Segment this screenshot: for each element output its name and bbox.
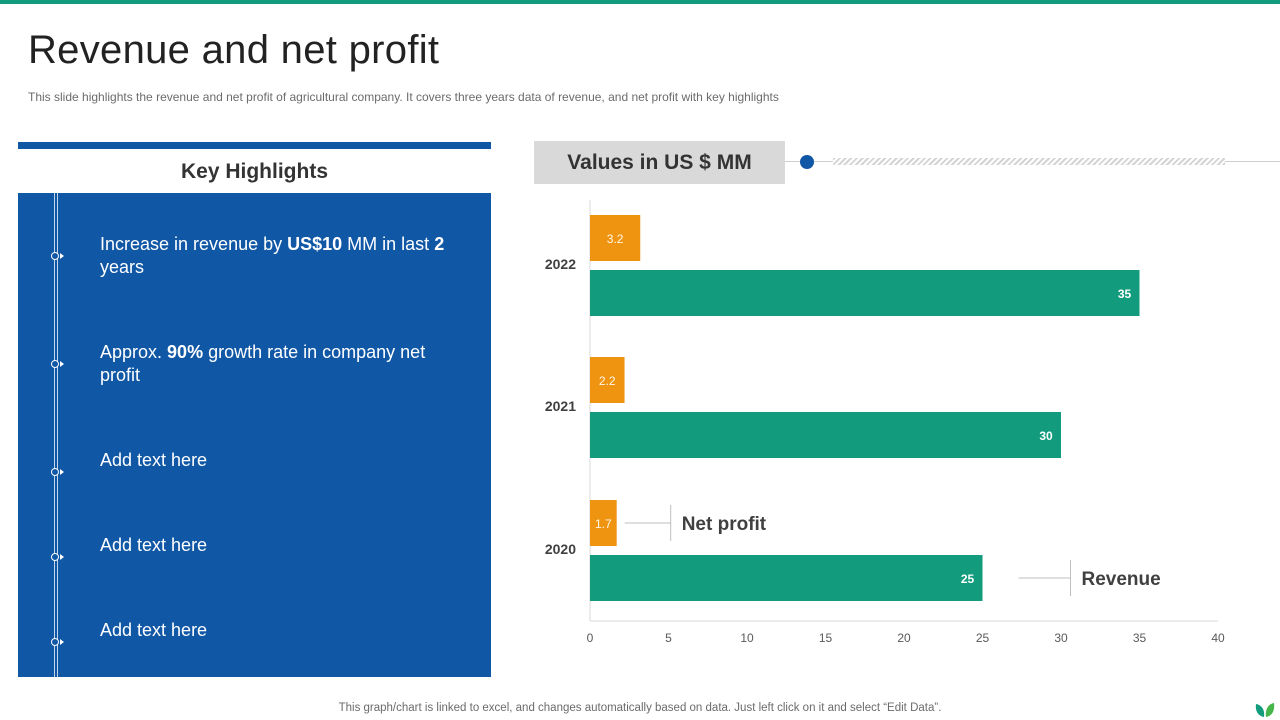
timeline-marker-icon: [51, 637, 65, 647]
net-profit-bar: [590, 215, 641, 261]
category-label: 2022: [545, 256, 576, 272]
revenue-profit-bar-chart: 0 5 10 15 20 25 30 35 40 3.2 35 2022 2.2 30 2021 1.7 25 2…: [545, 200, 1225, 645]
net-profit-data-label: 3.2: [607, 232, 624, 246]
x-tick-label: 15: [819, 631, 833, 645]
timeline-marker-icon: [51, 251, 65, 261]
timeline-line: [57, 193, 58, 677]
revenue-bar: [590, 555, 983, 601]
net-profit-data-label: 2.2: [599, 374, 616, 388]
revenue-data-label: 30: [1039, 429, 1053, 443]
category-label: 2021: [545, 398, 576, 414]
net-profit-bar: [590, 500, 617, 546]
header-dot: [800, 155, 814, 169]
category-label: 2020: [545, 541, 576, 557]
highlight-text: Add text here: [100, 450, 208, 470]
x-tick-label: 20: [897, 631, 911, 645]
header-hatch-decoration: [833, 158, 1225, 165]
x-tick-label: 10: [740, 631, 754, 645]
leaf-logo-icon: [1255, 703, 1275, 717]
top-accent-bar: [0, 0, 1280, 4]
highlight-text: Approx. 90% growth rate in company net p…: [100, 342, 426, 385]
key-highlights-panel: Increase in revenue by US$10 MM in last …: [18, 193, 491, 677]
highlight-text: Add text here: [100, 535, 208, 555]
x-tick-label: 40: [1211, 631, 1225, 645]
x-tick-label: 5: [665, 631, 672, 645]
page-subtitle: This slide highlights the revenue and ne…: [28, 90, 779, 104]
key-highlights-heading: Key Highlights: [180, 159, 328, 183]
key-highlights-top-rule: [18, 142, 491, 149]
net-profit-legend-label: Net profit: [682, 514, 767, 535]
timeline-marker-icon: [51, 467, 65, 477]
page-title: Revenue and net profit: [28, 28, 440, 72]
revenue-bar: [590, 412, 1061, 458]
net-profit-data-label: 1.7: [595, 517, 612, 531]
revenue-bar: [590, 270, 1140, 316]
footer-note: This graph/chart is linked to excel, and…: [338, 702, 942, 714]
revenue-data-label: 35: [1118, 287, 1132, 301]
highlight-text: Increase in revenue by US$10 MM in last …: [100, 234, 445, 277]
highlight-text: Add text here: [100, 620, 208, 640]
timeline-marker-icon: [51, 359, 65, 369]
net-profit-bar: [590, 357, 625, 403]
values-unit-label: Values in US $ MM: [534, 141, 785, 184]
revenue-legend-label: Revenue: [1082, 569, 1161, 590]
x-tick-label: 35: [1133, 631, 1147, 645]
x-tick-label: 25: [976, 631, 990, 645]
timeline-line: [54, 193, 55, 677]
timeline-marker-icon: [51, 552, 65, 562]
x-tick-label: 0: [587, 631, 594, 645]
revenue-data-label: 25: [961, 572, 975, 586]
x-tick-label: 30: [1054, 631, 1068, 645]
